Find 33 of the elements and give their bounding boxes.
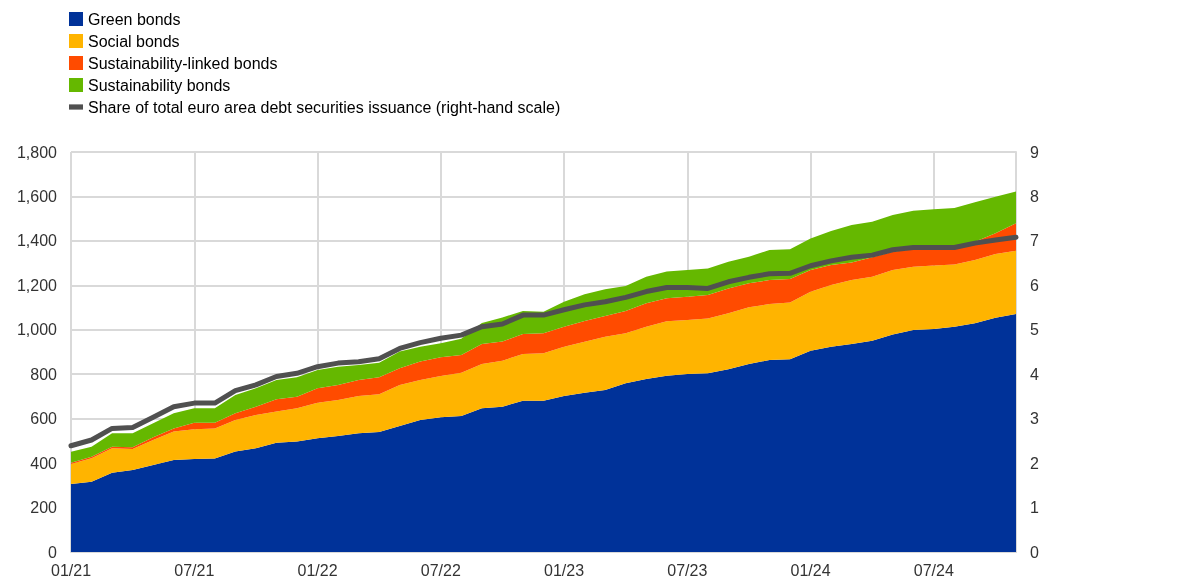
y2-tick-label: 0 bbox=[1030, 543, 1039, 561]
y2-tick-label: 6 bbox=[1030, 276, 1039, 294]
y-tick-label: 200 bbox=[30, 499, 58, 517]
y-tick-label: 1,000 bbox=[16, 321, 58, 339]
y2-tick-label: 7 bbox=[1030, 232, 1039, 250]
y-tick-label: 1,400 bbox=[16, 232, 58, 250]
y2-tick-label: 8 bbox=[1030, 187, 1039, 205]
y-tick-label: 1,200 bbox=[16, 276, 58, 294]
y2-tick-label: 2 bbox=[1030, 454, 1039, 472]
y2-tick-label: 5 bbox=[1030, 321, 1039, 339]
y-tick-label: 0 bbox=[48, 543, 58, 561]
legend-label: Green bonds bbox=[88, 10, 181, 28]
y-tick-label: 600 bbox=[30, 410, 58, 428]
x-tick-label: 01/23 bbox=[544, 561, 585, 579]
y-tick-label: 1,800 bbox=[16, 143, 58, 161]
y2-tick-label: 4 bbox=[1030, 365, 1039, 383]
x-tick-label: 07/23 bbox=[667, 561, 708, 579]
legend-label: Sustainability bonds bbox=[88, 76, 231, 94]
x-tick-label: 07/22 bbox=[420, 561, 461, 579]
y2-tick-label: 3 bbox=[1030, 410, 1039, 428]
y-tick-label: 400 bbox=[30, 454, 58, 472]
x-tick-label: 01/22 bbox=[297, 561, 338, 579]
y2-tick-label: 9 bbox=[1030, 143, 1039, 161]
x-tick-label: 01/24 bbox=[790, 561, 831, 579]
x-tick-label: 01/21 bbox=[50, 561, 92, 579]
y2-tick-label: 1 bbox=[1030, 499, 1039, 517]
x-tick-label: 07/24 bbox=[913, 561, 954, 579]
legend-label: Social bonds bbox=[88, 32, 180, 50]
x-tick-label: 07/21 bbox=[174, 561, 215, 579]
legend-label: Share of total euro area debt securities issuance (right-hand scale) bbox=[88, 98, 561, 116]
legend-label: Sustainability-linked bonds bbox=[88, 54, 278, 72]
y-tick-label: 800 bbox=[30, 365, 58, 383]
y-tick-label: 1,600 bbox=[16, 187, 58, 205]
